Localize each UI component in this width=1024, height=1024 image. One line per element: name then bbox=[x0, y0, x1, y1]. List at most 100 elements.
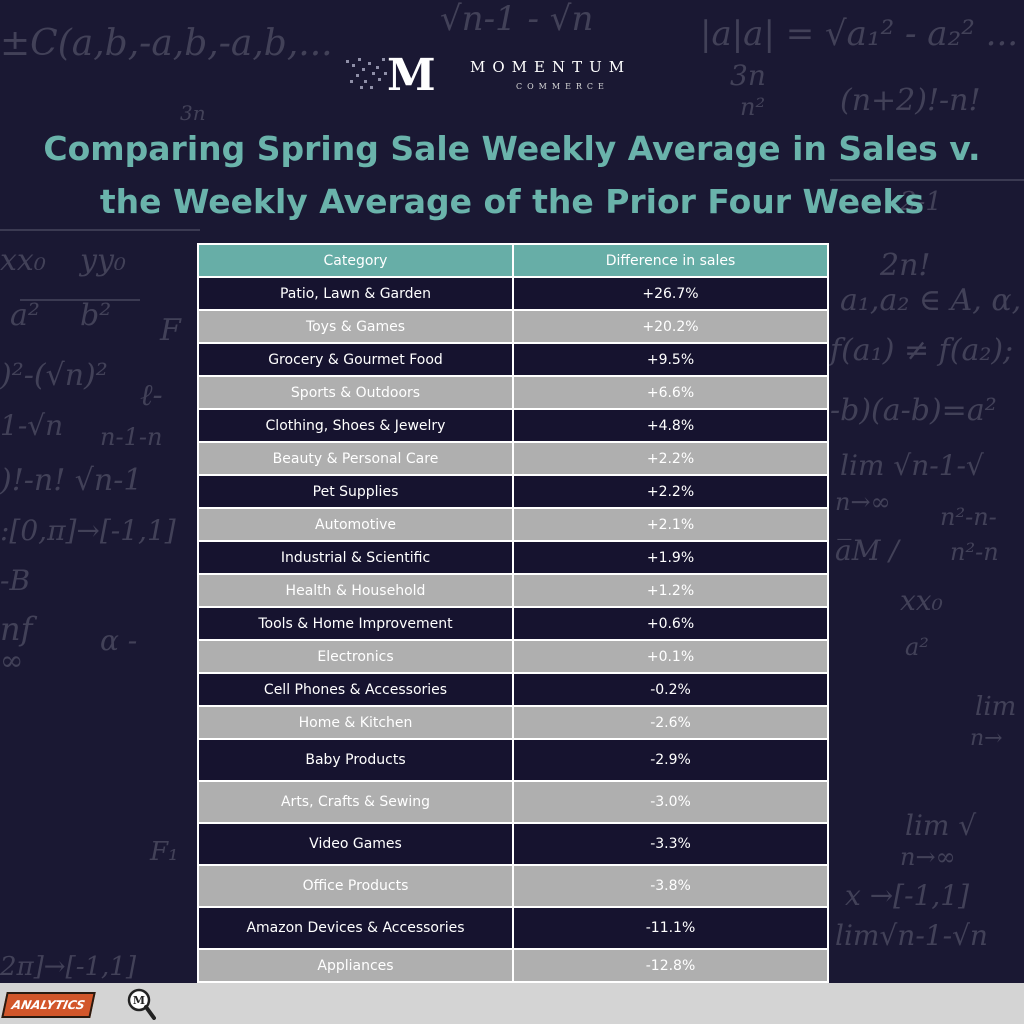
difference-cell: +2.1% bbox=[512, 507, 829, 542]
difference-cell: +26.7% bbox=[512, 276, 829, 311]
difference-cell: +4.8% bbox=[512, 408, 829, 443]
brand-tagline: COMMERCE bbox=[516, 82, 609, 91]
logo-mark-letter: M bbox=[387, 50, 436, 96]
svg-text:3n: 3n bbox=[180, 101, 206, 125]
svg-text:lim √n-1-√: lim √n-1-√ bbox=[840, 449, 984, 482]
svg-text:n→: n→ bbox=[970, 726, 1003, 751]
table-header-row: Category Difference in sales bbox=[197, 243, 829, 278]
svg-text:yy₀: yy₀ bbox=[78, 243, 126, 278]
svg-text:2n!: 2n! bbox=[879, 248, 930, 283]
difference-cell: -2.6% bbox=[512, 705, 829, 740]
header-category: Category bbox=[197, 243, 514, 278]
difference-cell: +2.2% bbox=[512, 441, 829, 476]
magnifier-icon: M bbox=[127, 988, 156, 1020]
category-cell: Beauty & Personal Care bbox=[197, 441, 514, 476]
svg-text::[0,π]→[-1,1]: :[0,π]→[-1,1] bbox=[0, 514, 176, 547]
table-row: Beauty & Personal Care +2.2% bbox=[197, 441, 829, 476]
difference-cell: -3.3% bbox=[512, 822, 829, 866]
category-cell: Health & Household bbox=[197, 573, 514, 608]
svg-text:n²: n² bbox=[740, 93, 765, 121]
svg-text:√n-1 - √n: √n-1 - √n bbox=[440, 0, 593, 39]
table-row: Baby Products -2.9% bbox=[197, 738, 829, 782]
table-row: Patio, Lawn & Garden +26.7% bbox=[197, 276, 829, 311]
svg-text:x →[-1,1]: x →[-1,1] bbox=[845, 879, 969, 912]
svg-text:n²-n-: n²-n- bbox=[940, 503, 997, 531]
difference-cell: -12.8% bbox=[512, 948, 829, 983]
category-cell: Pet Supplies bbox=[197, 474, 514, 509]
difference-cell: -3.0% bbox=[512, 780, 829, 824]
difference-cell: -3.8% bbox=[512, 864, 829, 908]
svg-text:a̅M /: a̅M / bbox=[835, 534, 901, 567]
table-row: Cell Phones & Accessories -0.2% bbox=[197, 672, 829, 707]
table-row: Industrial & Scientific +1.9% bbox=[197, 540, 829, 575]
table-row: Amazon Devices & Accessories -11.1% bbox=[197, 906, 829, 950]
table-row: Clothing, Shoes & Jewelry +4.8% bbox=[197, 408, 829, 443]
difference-cell: +2.2% bbox=[512, 474, 829, 509]
category-cell: Grocery & Gourmet Food bbox=[197, 342, 514, 377]
svg-text:n→∞: n→∞ bbox=[835, 488, 891, 516]
category-cell: Arts, Crafts & Sewing bbox=[197, 780, 514, 824]
difference-cell: +20.2% bbox=[512, 309, 829, 344]
svg-text:lim√n-1-√n: lim√n-1-√n bbox=[835, 919, 988, 952]
difference-cell: +1.9% bbox=[512, 540, 829, 575]
title-line-2: the Weekly Average of the Prior Four Wee… bbox=[99, 182, 925, 221]
table-row: Sports & Outdoors +6.6% bbox=[197, 375, 829, 410]
category-cell: Home & Kitchen bbox=[197, 705, 514, 740]
svg-text:a²: a² bbox=[10, 298, 40, 333]
footer-bar bbox=[0, 983, 1024, 1024]
svg-text:-b)(a-b)=a²: -b)(a-b)=a² bbox=[830, 393, 997, 428]
svg-text:F₁: F₁ bbox=[149, 837, 178, 867]
svg-text:-B: -B bbox=[0, 564, 30, 597]
table-row: Tools & Home Improvement +0.6% bbox=[197, 606, 829, 641]
momentum-logo: M MOMENTUM COMMERCE bbox=[342, 50, 682, 96]
table-row: Toys & Games +20.2% bbox=[197, 309, 829, 344]
svg-text:b²: b² bbox=[80, 298, 111, 333]
table-row: Health & Household +1.2% bbox=[197, 573, 829, 608]
svg-text:a₁,a₂ ∈ A, α, f: a₁,a₂ ∈ A, α, f bbox=[840, 283, 1024, 318]
table-row: Pet Supplies +2.2% bbox=[197, 474, 829, 509]
svg-text:2-1: 2-1 bbox=[899, 187, 942, 217]
table-row: Electronics +0.1% bbox=[197, 639, 829, 674]
difference-cell: +9.5% bbox=[512, 342, 829, 377]
analytics-badge: ANALYTICS bbox=[1, 992, 96, 1018]
svg-text:lim √: lim √ bbox=[905, 809, 976, 842]
category-cell: Amazon Devices & Accessories bbox=[197, 906, 514, 950]
category-cell: Industrial & Scientific bbox=[197, 540, 514, 575]
svg-text:α -: α - bbox=[100, 624, 137, 657]
category-cell: Office Products bbox=[197, 864, 514, 908]
difference-cell: +1.2% bbox=[512, 573, 829, 608]
category-cell: Clothing, Shoes & Jewelry bbox=[197, 408, 514, 443]
svg-text:a²: a² bbox=[905, 633, 929, 661]
category-cell: Sports & Outdoors bbox=[197, 375, 514, 410]
svg-text:xx₀: xx₀ bbox=[0, 243, 46, 278]
category-cell: Tools & Home Improvement bbox=[197, 606, 514, 641]
category-cell: Cell Phones & Accessories bbox=[197, 672, 514, 707]
svg-text:nf: nf bbox=[0, 610, 38, 648]
header-difference: Difference in sales bbox=[512, 243, 829, 278]
svg-text:xx₀: xx₀ bbox=[900, 584, 943, 617]
table-row: Grocery & Gourmet Food +9.5% bbox=[197, 342, 829, 377]
category-cell: Baby Products bbox=[197, 738, 514, 782]
svg-text:lim: lim bbox=[975, 692, 1016, 722]
difference-cell: +0.1% bbox=[512, 639, 829, 674]
svg-text:F: F bbox=[159, 313, 182, 348]
svg-text:2π]→[-1,1]: 2π]→[-1,1] bbox=[0, 952, 137, 982]
svg-text:3n: 3n bbox=[730, 59, 766, 92]
svg-text:n²-n: n²-n bbox=[950, 538, 999, 566]
table-row: Video Games -3.3% bbox=[197, 822, 829, 866]
category-cell: Video Games bbox=[197, 822, 514, 866]
table-row: Appliances -12.8% bbox=[197, 948, 829, 983]
table-row: Office Products -3.8% bbox=[197, 864, 829, 908]
difference-cell: -0.2% bbox=[512, 672, 829, 707]
svg-text:(n+2)!-n!: (n+2)!-n! bbox=[840, 83, 981, 118]
svg-text:)²-(√n)²: )²-(√n)² bbox=[0, 358, 108, 393]
svg-text:f(a₁) ≠ f(a₂);: f(a₁) ≠ f(a₂); bbox=[828, 333, 1013, 368]
magnifier-letter: M bbox=[133, 994, 145, 1007]
svg-text:∞: ∞ bbox=[0, 644, 23, 677]
page-title: Comparing Spring Sale Weekly Average in … bbox=[0, 122, 1024, 228]
difference-cell: -11.1% bbox=[512, 906, 829, 950]
svg-text:n-1-n: n-1-n bbox=[100, 423, 162, 451]
brand-name: MOMENTUM bbox=[470, 58, 632, 76]
momentum-m-logo-icon: M bbox=[346, 50, 436, 96]
title-line-1: Comparing Spring Sale Weekly Average in … bbox=[43, 129, 981, 168]
